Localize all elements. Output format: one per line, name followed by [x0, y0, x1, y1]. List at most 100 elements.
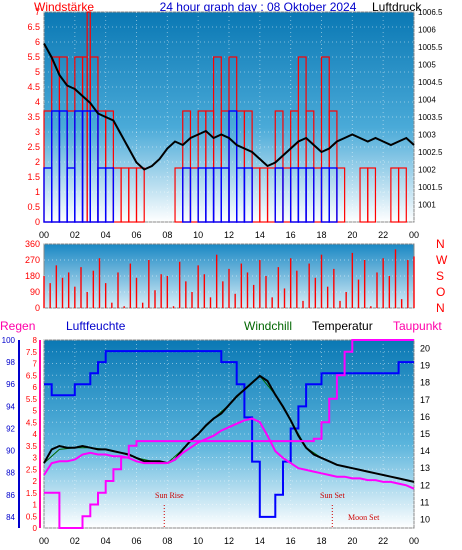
wind-speed-bar: [328, 167, 338, 223]
x-tick-label: 00: [409, 230, 419, 240]
x-tick-label: 18: [316, 230, 326, 240]
rain-tick-label: 0: [33, 524, 38, 533]
x-tick-label: 06: [131, 536, 141, 546]
pressure-line: [43, 43, 415, 171]
x-tick-label: 00: [39, 536, 49, 546]
pressure-tick-label: 1006.5: [418, 8, 443, 17]
wind-tick-label: 5: [35, 67, 40, 77]
wind-tick-label: 6.5: [27, 22, 40, 32]
rain-tick-label: 0.5: [26, 512, 38, 521]
pressure-tick-label: 1005.5: [418, 43, 443, 52]
wind-gust-bar: [397, 167, 407, 223]
temp-tick-label: 13: [420, 463, 430, 473]
wind-speed-bar: [58, 110, 68, 223]
pressure-tick-label: 1004.5: [418, 78, 443, 87]
wind-tick-label: 6: [35, 37, 40, 47]
humidity-tick-label: 94: [6, 402, 15, 411]
wind-tick-label: 0: [35, 217, 40, 227]
pressure-tick-label: 1006: [418, 26, 436, 35]
moonset-label: Moon Set: [348, 513, 380, 522]
temp-tick-label: 12: [420, 480, 430, 490]
x-tick-label: 08: [162, 536, 172, 546]
temp-tick-label: 14: [420, 446, 430, 456]
x-tick-label: 02: [70, 230, 80, 240]
rain-tick-label: 1.5: [26, 489, 38, 498]
humidity-line: [44, 350, 414, 518]
rain-tick-label: 6.5: [26, 371, 38, 380]
temp-tick-label: 15: [420, 429, 430, 439]
wind-gust-bar: [135, 167, 145, 223]
wind-gust-bar: [367, 167, 377, 223]
direction-label: S: [436, 269, 444, 283]
rain-tick-label: 4.5: [26, 418, 38, 427]
direction-label: W: [436, 253, 448, 267]
x-tick-label: 22: [378, 230, 388, 240]
rain-tick-label: 5.5: [26, 395, 38, 404]
rain-tick-label: 3.5: [26, 442, 38, 451]
sunrise-label: Sun Rise: [155, 491, 184, 500]
wind-speed-bar: [104, 167, 115, 223]
x-tick-label: 12: [224, 536, 234, 546]
humidity-tick-label: 86: [6, 491, 15, 500]
x-tick-label: 08: [162, 230, 172, 240]
rain-tick-label: 5: [33, 407, 38, 416]
direction-tick-label: 360: [25, 239, 40, 249]
pressure-tick-label: 1001.5: [418, 183, 443, 192]
climate-panel: [43, 339, 415, 529]
rain-tick-label: 2.5: [26, 465, 38, 474]
x-tick-label: 14: [255, 536, 265, 546]
wind-speed-bar: [182, 167, 192, 223]
x-tick-label: 20: [347, 536, 357, 546]
x-tick-label: 00: [409, 536, 419, 546]
sunset-label: Sun Set: [320, 491, 345, 500]
temp-tick-label: 10: [420, 514, 430, 524]
chart-title: 24 hour graph day : 08 Oktober 2024: [160, 0, 357, 14]
rain-tick-label: 8: [33, 336, 38, 345]
rain-tick-label: 3: [33, 454, 38, 463]
humidity-tick-label: 84: [6, 513, 15, 522]
wind-tick-label: 3.5: [27, 112, 40, 122]
wind-speed-bar: [305, 167, 315, 223]
temp-tick-label: 19: [420, 361, 430, 371]
wind-strength-label: Windstärke: [34, 0, 94, 14]
rain-tick-label: 1: [33, 501, 38, 510]
wind-tick-label: 1.5: [27, 172, 40, 182]
wind-tick-label: 2.5: [27, 142, 40, 152]
wind-tick-label: 0.5: [27, 202, 40, 212]
pressure-tick-label: 1004: [418, 96, 436, 105]
x-tick-label: 22: [378, 536, 388, 546]
direction-tick-label: 90: [30, 287, 40, 297]
direction-label: N: [436, 237, 445, 251]
humidity-tick-label: 88: [6, 469, 15, 478]
pressure-tick-label: 1001: [418, 201, 436, 210]
pressure-tick-label: 1005: [418, 61, 436, 70]
x-tick-label: 10: [193, 536, 203, 546]
temp-tick-label: 18: [420, 378, 430, 388]
legend-taupunkt: Taupunkt: [393, 319, 442, 333]
humidity-tick-label: 92: [6, 424, 15, 433]
rain-tick-label: 2: [33, 477, 38, 486]
wind-speed-bar: [243, 167, 253, 223]
pressure-label: Luftdruck: [372, 0, 422, 14]
wind-tick-label: 5.5: [27, 52, 40, 62]
wind-tick-label: 4: [35, 97, 40, 107]
x-tick-label: 02: [70, 536, 80, 546]
direction-tick-label: 270: [25, 255, 40, 265]
humidity-tick-label: 96: [6, 380, 15, 389]
temp-tick-label: 17: [420, 395, 430, 405]
legend-luftfeuchte: Luftfeuchte: [66, 319, 126, 333]
x-tick-label: 10: [193, 230, 203, 240]
x-tick-label: 06: [131, 230, 141, 240]
wind-tick-label: 4.5: [27, 82, 40, 92]
temp-tick-label: 11: [420, 497, 429, 507]
rain-line: [44, 339, 414, 529]
x-tick-label: 16: [286, 536, 296, 546]
wind-tick-label: 3: [35, 127, 40, 137]
x-tick-label: 04: [101, 230, 111, 240]
rain-tick-label: 7.5: [26, 348, 38, 357]
x-tick-label: 18: [316, 536, 326, 546]
wind-speed-bar: [274, 167, 284, 223]
